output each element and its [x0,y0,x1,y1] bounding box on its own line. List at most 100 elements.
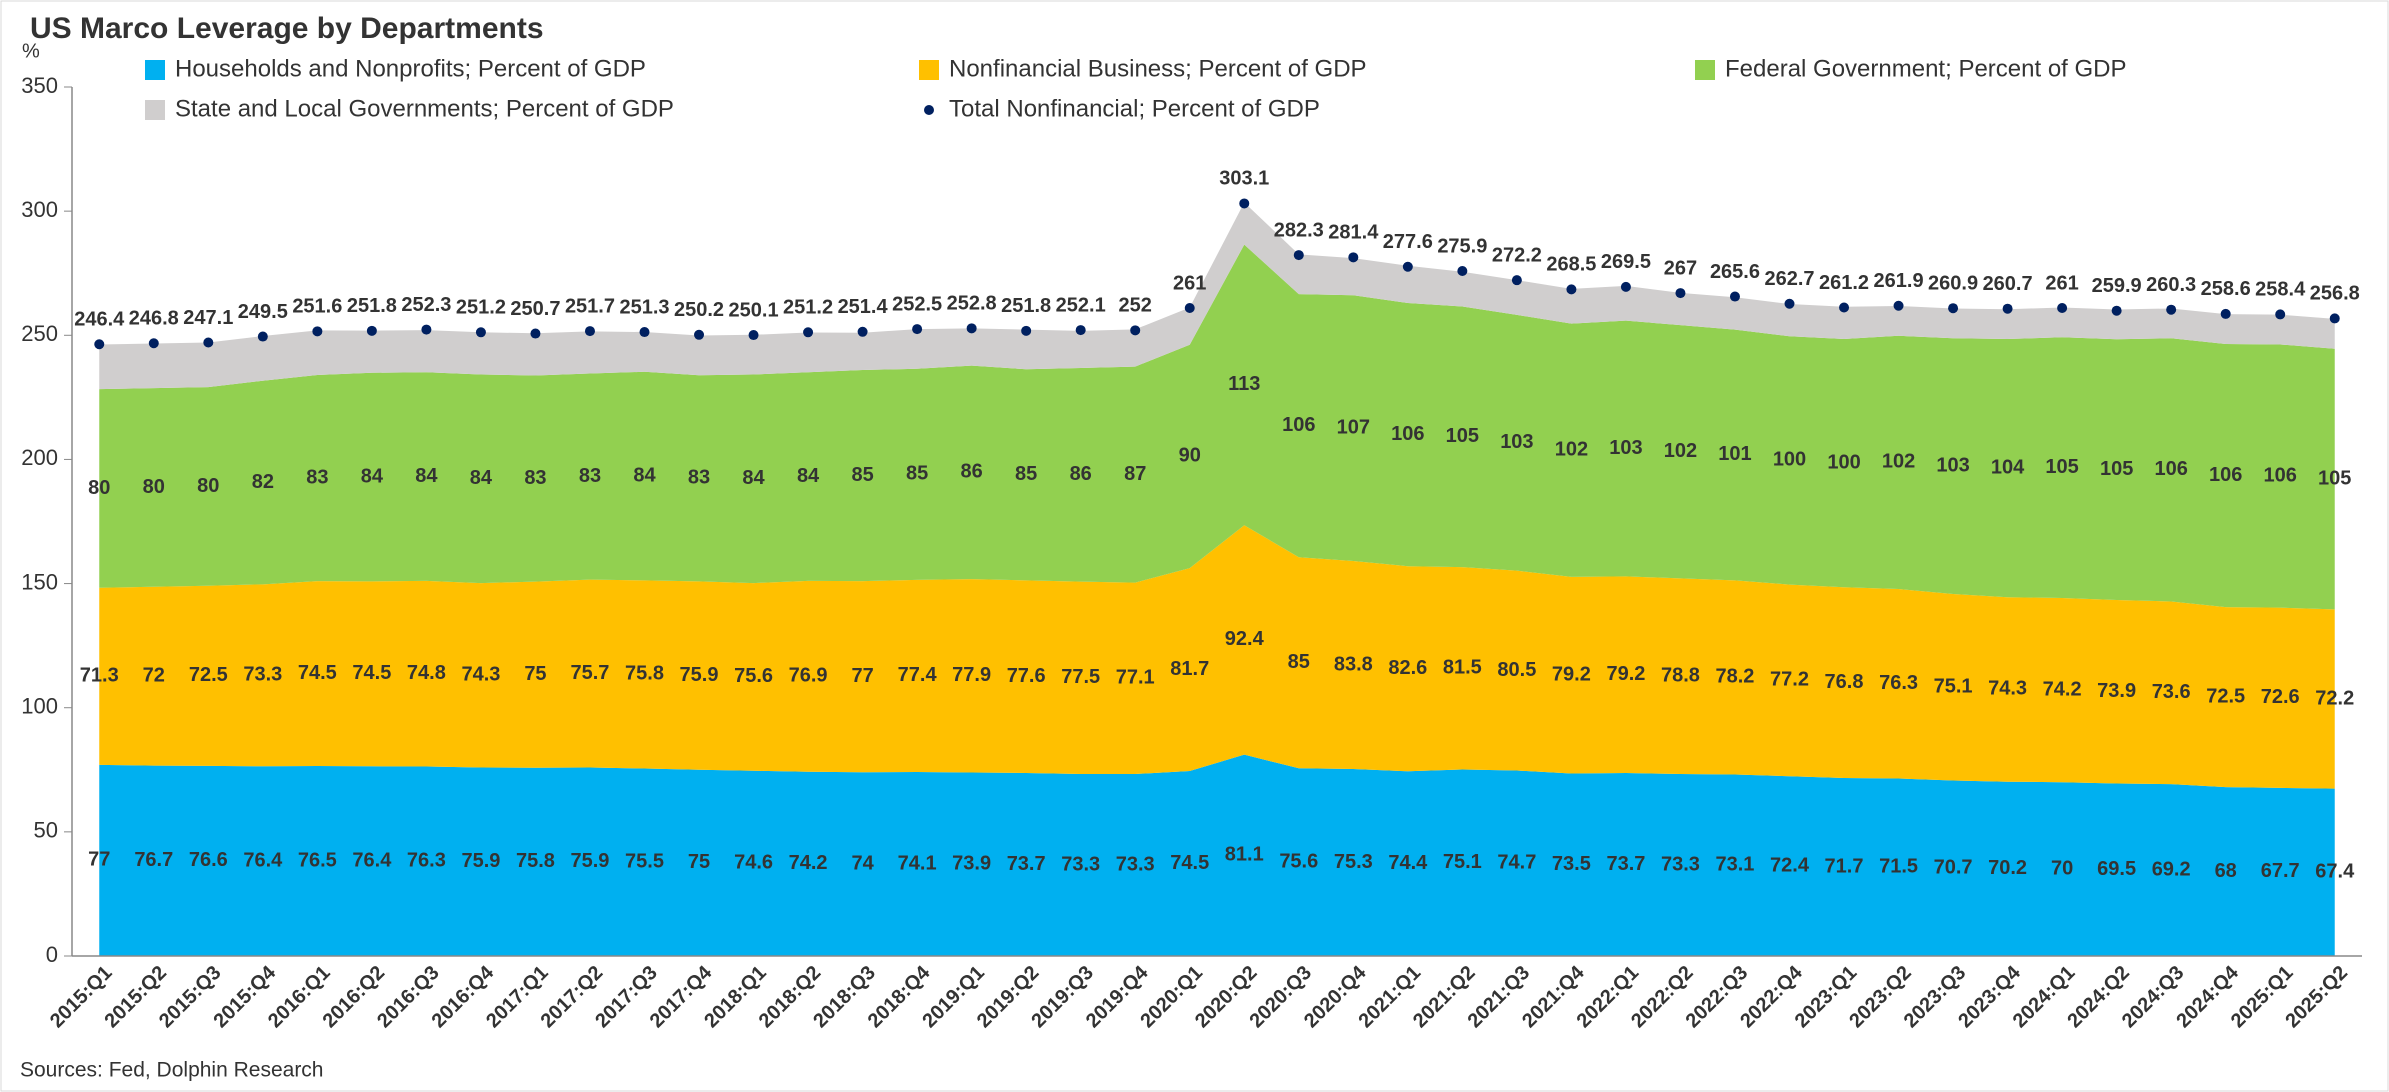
point [857,326,868,337]
data-label: 261.2 [1819,272,1869,294]
data-label: 251.8 [347,295,397,317]
point [366,325,377,336]
data-label: 75.6 [1279,850,1318,872]
data-label: 265.6 [1710,261,1760,283]
data-label: 102 [1555,439,1588,461]
data-label: 77.9 [952,664,991,686]
data-label: 267 [1664,257,1697,279]
y-tick-label: 50 [34,818,58,843]
data-label: 75 [524,663,546,685]
data-label: 69.5 [2097,858,2136,880]
data-label: 268.5 [1546,254,1596,276]
point [1784,298,1795,309]
point [2220,308,2231,319]
data-label: 73.5 [1552,853,1591,875]
data-label: 73.9 [2097,680,2136,702]
data-label: 75 [688,851,710,873]
data-label: 246.8 [129,308,179,330]
point [1457,265,1468,276]
data-label: 106 [2264,464,2297,486]
data-label: 75.6 [734,665,773,687]
data-label: 251.3 [619,296,669,318]
data-label: 277.6 [1383,231,1433,253]
data-label: 251.6 [292,296,342,318]
data-label: 101 [1718,443,1751,465]
data-label: 100 [1773,449,1806,471]
data-label: 251.2 [783,297,833,319]
data-label: 251.2 [456,297,506,319]
data-label: 76.6 [189,849,228,871]
data-label: 282.3 [1274,219,1324,241]
data-label: 71.3 [80,665,119,687]
y-unit: % [22,40,40,62]
y-tick-label: 300 [21,197,58,222]
data-label: 85 [1288,651,1310,673]
data-label: 252 [1119,295,1152,317]
data-label: 75.3 [1334,851,1373,873]
y-tick-label: 200 [21,445,58,470]
data-label: 86 [961,461,983,483]
data-label: 75.9 [680,664,719,686]
data-label: 80 [143,476,165,498]
point [1948,303,1959,314]
data-label: 103 [1936,454,1969,476]
y-tick-label: 150 [21,569,58,594]
point [1566,284,1577,295]
data-label: 76.7 [134,849,173,871]
data-label: 275.9 [1437,235,1487,257]
point [203,337,214,348]
point [1620,281,1631,292]
data-label: 260.9 [1928,273,1978,295]
data-label: 252.3 [401,294,451,316]
data-label: 74.5 [298,662,337,684]
data-label: 249.5 [238,301,288,323]
point [1293,250,1304,261]
point [1729,291,1740,302]
data-label: 251.7 [565,295,615,317]
legend-marker [1695,60,1715,80]
legend-label: Total Nonfinancial; Percent of GDP [949,95,1320,122]
area [99,754,2335,956]
source: Sources: Fed, Dolphin Research [20,1059,324,1082]
data-label: 85 [1015,463,1037,485]
data-label: 70.2 [1988,857,2027,879]
data-label: 76.4 [243,849,283,871]
y-tick-label: 350 [21,73,58,98]
data-label: 76.5 [298,849,337,871]
data-label: 252.8 [947,293,997,315]
data-label: 105 [1446,425,1479,447]
chart-title: US Marco Leverage by Departments [30,12,544,45]
data-label: 76.4 [352,849,392,871]
area [99,244,2335,610]
data-label: 74.4 [1388,852,1428,874]
data-label: 106 [2209,464,2242,486]
legend-label: Federal Government; Percent of GDP [1725,55,2127,82]
point [475,327,486,338]
data-label: 105 [2318,467,2351,489]
data-label: 106 [1282,414,1315,436]
point [2002,303,2013,314]
data-label: 74.2 [2043,678,2082,700]
data-label: 252.1 [1056,294,1106,316]
point [1511,275,1522,286]
data-label: 78.8 [1661,664,1700,686]
data-label: 261.9 [1874,270,1924,292]
data-label: 260.7 [1983,273,2033,295]
data-label: 87 [1124,463,1146,485]
data-label: 82 [252,471,274,493]
data-label: 100 [1827,451,1860,473]
data-label: 77 [851,665,873,687]
legend-marker [919,60,939,80]
data-label: 83 [688,467,710,489]
data-label: 77.6 [1007,665,1046,687]
data-label: 106 [1391,423,1424,445]
point [530,328,541,339]
data-label: 85 [851,464,873,486]
point [421,324,432,335]
data-label: 77 [88,849,110,871]
data-label: 72 [143,664,165,686]
legend-marker [145,100,165,120]
data-label: 80 [88,477,110,499]
data-label: 79.2 [1606,663,1645,685]
point [694,329,705,340]
